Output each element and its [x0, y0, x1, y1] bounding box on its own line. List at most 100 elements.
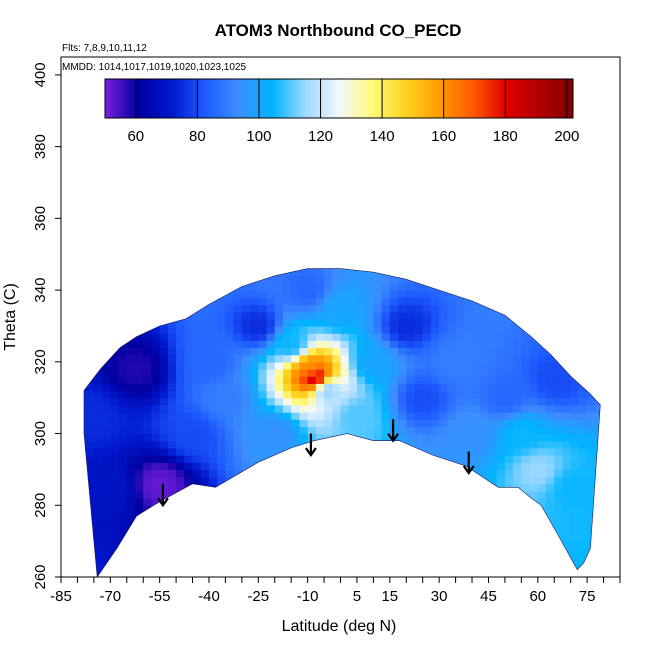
- heat-cell: [504, 512, 514, 521]
- heat-cell: [84, 512, 87, 521]
- heat-cell: [151, 541, 161, 549]
- heat-cell: [200, 440, 210, 449]
- heat-cell: [143, 268, 152, 270]
- heat-cell: [340, 426, 350, 435]
- heat-cell: [225, 397, 235, 406]
- heat-cell: [217, 282, 226, 291]
- heat-cell: [110, 447, 120, 456]
- heat-cell: [250, 376, 259, 384]
- heat-cell: [258, 512, 268, 521]
- heat-cell: [472, 412, 481, 420]
- arrows: [157, 419, 475, 508]
- heat-cell: [200, 469, 210, 478]
- heat-cell: [406, 426, 416, 435]
- heat-cell: [496, 555, 506, 564]
- heat-cell: [521, 569, 531, 577]
- heat-cell: [274, 519, 284, 528]
- heat-cell: [283, 476, 292, 485]
- heat-cell: [200, 476, 210, 485]
- heat-cell: [85, 318, 95, 327]
- heat-cell: [414, 498, 424, 506]
- heat-cell: [307, 555, 317, 564]
- heat-cell: [546, 404, 555, 413]
- heat-cell: [93, 455, 103, 463]
- heat-cell: [176, 440, 185, 449]
- heat-cell: [209, 433, 218, 442]
- heat-cell: [439, 483, 448, 492]
- heat-cell: [176, 555, 185, 564]
- heat-cell: [332, 555, 342, 564]
- heat-cell: [348, 505, 358, 514]
- heat-cell: [200, 268, 210, 277]
- heat-cell: [225, 462, 235, 470]
- heat-cell: [84, 569, 87, 577]
- heat-cell: [167, 369, 177, 377]
- heat-cell: [110, 254, 119, 262]
- heat-cell: [159, 326, 169, 334]
- heat-cell: [217, 268, 226, 270]
- heat-cell: [529, 290, 539, 298]
- heat-cell: [340, 541, 350, 549]
- heat-cell: [250, 526, 259, 535]
- heat-cell: [135, 462, 144, 470]
- heat-cell: [250, 498, 259, 506]
- heat-cell: [554, 297, 563, 306]
- colorbar-tick-label: 180: [493, 128, 518, 145]
- heat-cell: [570, 297, 580, 306]
- heat-cell: [365, 390, 374, 399]
- heat-cell: [110, 390, 120, 399]
- heat-cell: [266, 361, 276, 370]
- heat-cell: [562, 505, 572, 514]
- heat-cell: [176, 376, 185, 384]
- heat-cell: [258, 376, 268, 384]
- heat-cell: [84, 326, 87, 334]
- heat-cell: [546, 369, 555, 377]
- heat-cell: [85, 548, 95, 557]
- heat-cell: [184, 354, 194, 363]
- heat-cell: [250, 541, 259, 549]
- heat-cell: [225, 369, 235, 377]
- heat-cell: [480, 447, 490, 456]
- x-axis: -85 -70 -55 -40 -25 -10 5 15 30 45 60 75: [50, 577, 621, 605]
- heat-cell: [464, 577, 473, 585]
- heat-cell: [406, 476, 416, 485]
- heat-cell: [480, 311, 490, 320]
- heat-cell: [578, 304, 588, 313]
- heat-cell: [84, 526, 87, 535]
- heat-cell: [258, 534, 268, 542]
- heat-cell: [447, 361, 457, 370]
- heat-cell: [521, 354, 531, 363]
- heat-cell: [274, 412, 284, 420]
- heat-cell: [192, 476, 202, 485]
- heat-cell: [430, 290, 440, 298]
- heat-cell: [529, 376, 539, 384]
- heat-cell: [447, 354, 457, 363]
- heat-cell: [84, 268, 87, 270]
- heat-cell: [578, 541, 588, 549]
- heat-cell: [422, 562, 432, 571]
- heat-cell: [455, 555, 465, 564]
- heat-cell: [340, 383, 350, 392]
- heat-cell: [307, 512, 317, 521]
- heat-cell: [299, 476, 309, 485]
- heat-cell: [513, 361, 522, 370]
- heat-cell: [84, 376, 87, 384]
- heat-cell: [332, 505, 342, 514]
- heat-cell: [299, 326, 309, 334]
- heat-cell: [217, 555, 226, 564]
- heat-cell: [587, 569, 596, 577]
- heat-cell: [250, 347, 259, 356]
- heat-cell: [324, 490, 333, 499]
- heat-cell: [151, 469, 161, 478]
- heat-cell: [241, 354, 251, 363]
- heat-cell: [472, 490, 481, 499]
- heat-cell: [430, 548, 440, 557]
- heat-cell: [439, 512, 448, 521]
- heat-cell: [430, 404, 440, 413]
- heat-cell: [463, 369, 473, 377]
- heat-cell: [192, 311, 202, 320]
- heat-cell: [340, 361, 350, 370]
- heat-cell: [356, 462, 366, 470]
- heat-cell: [200, 412, 210, 420]
- heat-cell: [447, 505, 457, 514]
